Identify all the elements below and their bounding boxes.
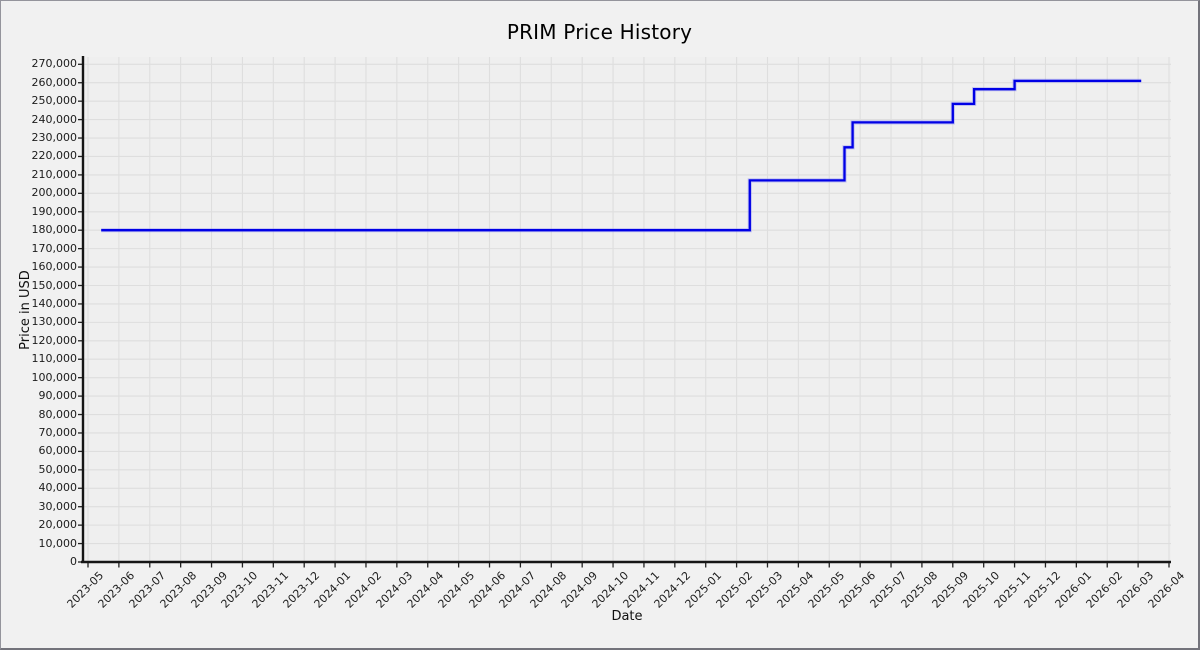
axes-spines xyxy=(81,56,1171,564)
gridlines xyxy=(83,57,1171,562)
y-tick-label: 0 xyxy=(70,555,77,568)
y-tick-label: 50,000 xyxy=(38,462,78,476)
y-tick-label: 190,000 xyxy=(31,204,78,218)
y-tick-label: 250,000 xyxy=(31,94,78,108)
y-tick-label: 210,000 xyxy=(31,167,78,181)
y-tick-label: 60,000 xyxy=(38,444,78,458)
y-tick-label: 200,000 xyxy=(31,186,78,200)
y-tick-label: 120,000 xyxy=(31,333,78,347)
x-axis-label: Date xyxy=(611,609,643,624)
y-tick-label: 220,000 xyxy=(31,149,78,163)
y-tick-label: 130,000 xyxy=(31,315,78,329)
y-tick-label: 140,000 xyxy=(31,296,78,310)
y-tick-label: 270,000 xyxy=(31,57,78,71)
y-tick-label: 170,000 xyxy=(31,241,78,255)
price-line xyxy=(101,78,1142,233)
y-tick-label: 240,000 xyxy=(31,112,78,126)
y-tick-label: 150,000 xyxy=(31,278,78,292)
y-tick-label: 40,000 xyxy=(38,481,78,495)
y-tick-label: 180,000 xyxy=(31,223,78,237)
y-tick-label: 20,000 xyxy=(38,518,78,532)
y-tick-label: 10,000 xyxy=(38,536,78,550)
y-tick-label: 70,000 xyxy=(38,425,78,439)
y-tick-label: 80,000 xyxy=(38,407,78,421)
y-tick-label: 110,000 xyxy=(31,352,78,366)
chart-title: PRIM Price History xyxy=(506,20,693,44)
y-tick-label: 100,000 xyxy=(31,370,78,384)
y-tick-label: 260,000 xyxy=(31,75,78,89)
y-tick-label: 160,000 xyxy=(31,260,78,274)
y-tick-label: 230,000 xyxy=(31,131,78,145)
y-tick-label: 90,000 xyxy=(38,389,78,403)
y-tick-label: 30,000 xyxy=(38,499,78,513)
